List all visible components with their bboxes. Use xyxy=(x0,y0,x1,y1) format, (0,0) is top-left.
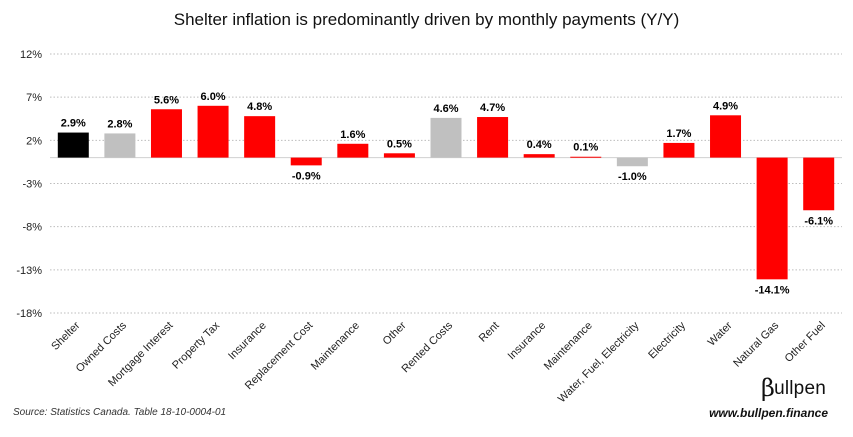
gridlines xyxy=(50,53,842,314)
bar xyxy=(663,142,695,158)
bar xyxy=(244,116,276,158)
data-label: 0.1% xyxy=(573,142,598,154)
x-tick-label: Maintenance xyxy=(309,320,362,373)
bar xyxy=(57,132,89,158)
bar xyxy=(523,154,555,158)
y-tick-label: -13% xyxy=(16,265,42,277)
bar xyxy=(570,156,602,158)
data-label: 4.8% xyxy=(247,101,272,113)
data-label: 2.9% xyxy=(61,118,86,130)
bar xyxy=(756,157,788,280)
data-label: 4.7% xyxy=(480,102,505,114)
logo-text: ullpen xyxy=(774,378,826,399)
x-tick-label: Property Tax xyxy=(170,319,222,371)
bar xyxy=(803,157,835,211)
x-tick-label: Water xyxy=(706,319,735,348)
data-label: 2.8% xyxy=(107,118,132,130)
bar xyxy=(337,143,369,158)
beta-logo-icon: β xyxy=(761,374,776,402)
bar xyxy=(383,153,415,158)
x-tick-label: Other Fuel xyxy=(783,320,828,365)
data-label: -14.1% xyxy=(755,284,790,296)
chart-title: Shelter inflation is predominantly drive… xyxy=(173,10,680,29)
y-tick-label: -3% xyxy=(22,179,42,191)
x-tick-label: Electricity xyxy=(646,319,688,361)
bars xyxy=(57,105,835,280)
x-tick-label: Insurance xyxy=(226,320,269,363)
bar xyxy=(104,133,136,158)
source-note: Source: Statistics Canada. Table 18-10-0… xyxy=(13,407,227,418)
bullpen-logo: βullpen xyxy=(761,376,826,400)
brand-url: www.bullpen.finance xyxy=(709,406,828,420)
bar xyxy=(197,105,229,158)
data-label: -6.1% xyxy=(804,215,833,227)
data-label: 6.0% xyxy=(201,91,226,103)
y-tick-label: -8% xyxy=(22,222,42,234)
data-label: 0.5% xyxy=(387,138,412,150)
data-label: 4.9% xyxy=(713,100,738,112)
x-tick-label: Insurance xyxy=(506,320,549,363)
bar xyxy=(477,117,509,158)
data-label: 1.6% xyxy=(340,129,365,141)
data-label: -1.0% xyxy=(618,171,647,183)
x-tick-label: Other xyxy=(381,319,409,347)
y-tick-label: 12% xyxy=(20,49,42,61)
y-tick-label: 7% xyxy=(26,92,42,104)
data-label: 4.6% xyxy=(433,103,458,115)
data-label: 1.7% xyxy=(666,128,691,140)
y-tick-label: -18% xyxy=(16,308,42,320)
x-tick-label: Shelter xyxy=(49,319,82,352)
data-label: 0.4% xyxy=(527,139,552,151)
data-labels: 2.9% 2.8% 5.6% 6.0% 4.8% -0.9% 1.6% 0.5% 4.6% 4.7… xyxy=(61,91,834,297)
data-label: 5.6% xyxy=(154,94,179,106)
data-label: -0.9% xyxy=(292,170,321,182)
bar xyxy=(710,115,742,158)
bar xyxy=(150,109,182,158)
x-tick-label: Rent xyxy=(477,320,502,345)
x-tick-label: Water, Fuel, Electricity xyxy=(556,319,642,405)
bar xyxy=(290,157,322,166)
y-axis: 12% 7% 2% -3% -8% -13% -18% xyxy=(16,49,842,320)
bar xyxy=(430,117,462,158)
bar xyxy=(616,157,648,167)
y-tick-label: 2% xyxy=(26,135,42,147)
x-tick-label: Natural Gas xyxy=(731,319,781,369)
